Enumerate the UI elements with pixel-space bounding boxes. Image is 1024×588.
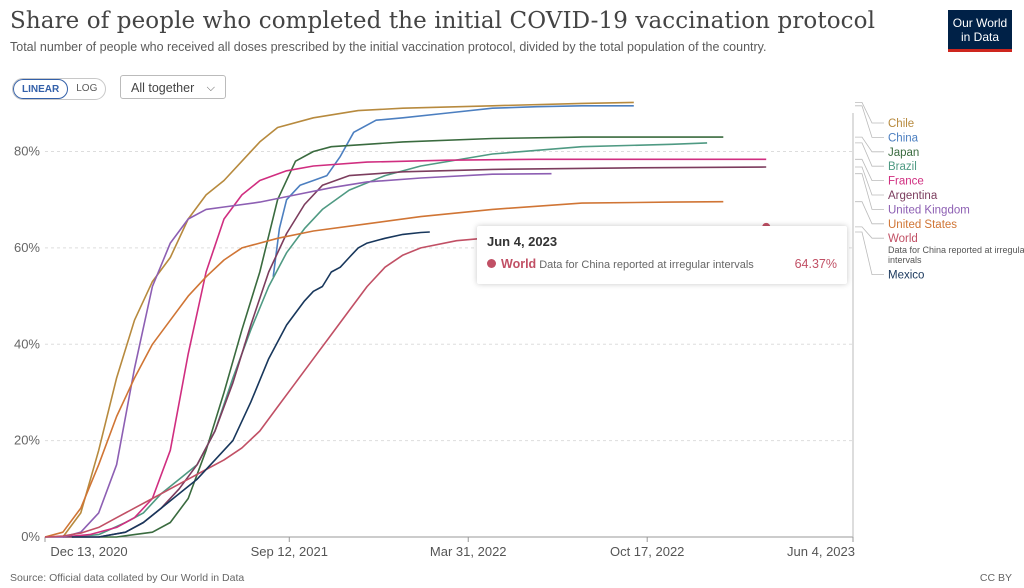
- logo-line-2: in Data: [960, 30, 1000, 44]
- y-tick-label: 0%: [21, 529, 40, 544]
- legend-label-mexico: Mexico: [888, 270, 924, 282]
- chevron-down-icon: ⌵: [206, 82, 215, 94]
- legend-connector: [855, 231, 884, 275]
- y-tick-label: 60%: [14, 240, 40, 255]
- legend-connector: [855, 102, 884, 124]
- tooltip-value: 64.37%: [794, 257, 837, 271]
- logo-line-1: Our World: [952, 16, 1008, 30]
- legend-label-argentina: Argentina: [888, 190, 938, 202]
- tooltip-note: Data for China reported at irregular int…: [539, 259, 754, 271]
- x-tick-label: Mar 31, 2022: [430, 544, 507, 559]
- x-tick-label: Oct 17, 2022: [610, 544, 684, 559]
- x-tick-label: Jun 4, 2023: [787, 544, 855, 559]
- legend-label-china: China: [888, 132, 919, 144]
- series-line-united-kingdom: [45, 172, 552, 538]
- legend-connector: [855, 201, 884, 225]
- chart-title: Share of people who completed the initia…: [10, 8, 876, 34]
- legend-label-united-kingdom: United Kingdom: [888, 204, 970, 216]
- owid-logo[interactable]: Our World in Data: [948, 10, 1012, 52]
- legend-connector: [855, 142, 884, 167]
- tooltip-entity: World: [501, 257, 537, 271]
- series-line-chile: [45, 101, 634, 538]
- legend-connector: [855, 226, 884, 239]
- linear-scale-button[interactable]: LINEAR: [13, 79, 69, 99]
- legend-note-line: intervals: [888, 255, 922, 265]
- license-link[interactable]: CC BY: [979, 572, 1012, 584]
- tooltip-color-dot: [487, 259, 496, 268]
- x-tick-label: Sep 12, 2021: [251, 544, 328, 559]
- legend-label-united-states: United States: [888, 219, 957, 231]
- tooltip-date: Jun 4, 2023: [487, 234, 558, 249]
- legend-note-line: Data for China reported at irregular: [888, 245, 1024, 255]
- series-line-mexico: [71, 231, 430, 538]
- x-tick-label: Dec 13, 2020: [50, 544, 127, 559]
- legend-connector: [855, 136, 884, 153]
- source-note[interactable]: Source: Official data collated by Our Wo…: [10, 572, 245, 584]
- legend-connector: [855, 173, 884, 210]
- y-tick-label: 20%: [14, 433, 40, 448]
- series-line-japan: [98, 136, 724, 538]
- series-line-france: [62, 158, 767, 538]
- series-line-world: [44, 226, 767, 538]
- tooltip-row: World Data for China reported at irregula…: [487, 257, 837, 271]
- scale-toggle: LINEAR LOG: [12, 78, 107, 100]
- legend-label-japan: Japan: [888, 147, 919, 159]
- chart-subtitle: Total number of people who received all …: [10, 40, 767, 54]
- legend-connector: [855, 105, 884, 138]
- y-tick-label: 80%: [14, 144, 40, 159]
- legend-label-france: France: [888, 176, 924, 188]
- hover-tooltip: Jun 4, 2023 World Data for China reported…: [477, 226, 847, 284]
- legend-connector: [855, 166, 884, 196]
- series-line-united-states: [44, 200, 724, 538]
- legend-label-chile: Chile: [888, 118, 914, 130]
- facet-dropdown[interactable]: All together ⌵: [120, 75, 226, 99]
- series-line-china: [272, 105, 634, 277]
- legend-label-brazil: Brazil: [888, 161, 917, 173]
- y-tick-label: 40%: [14, 336, 40, 351]
- facet-dropdown-label: All together: [131, 81, 195, 95]
- legend-label-world: World: [888, 233, 918, 245]
- log-scale-button[interactable]: LOG: [76, 83, 98, 94]
- series-line-argentina: [62, 166, 767, 538]
- legend-connector: [855, 158, 884, 181]
- series-line-brazil: [71, 142, 708, 538]
